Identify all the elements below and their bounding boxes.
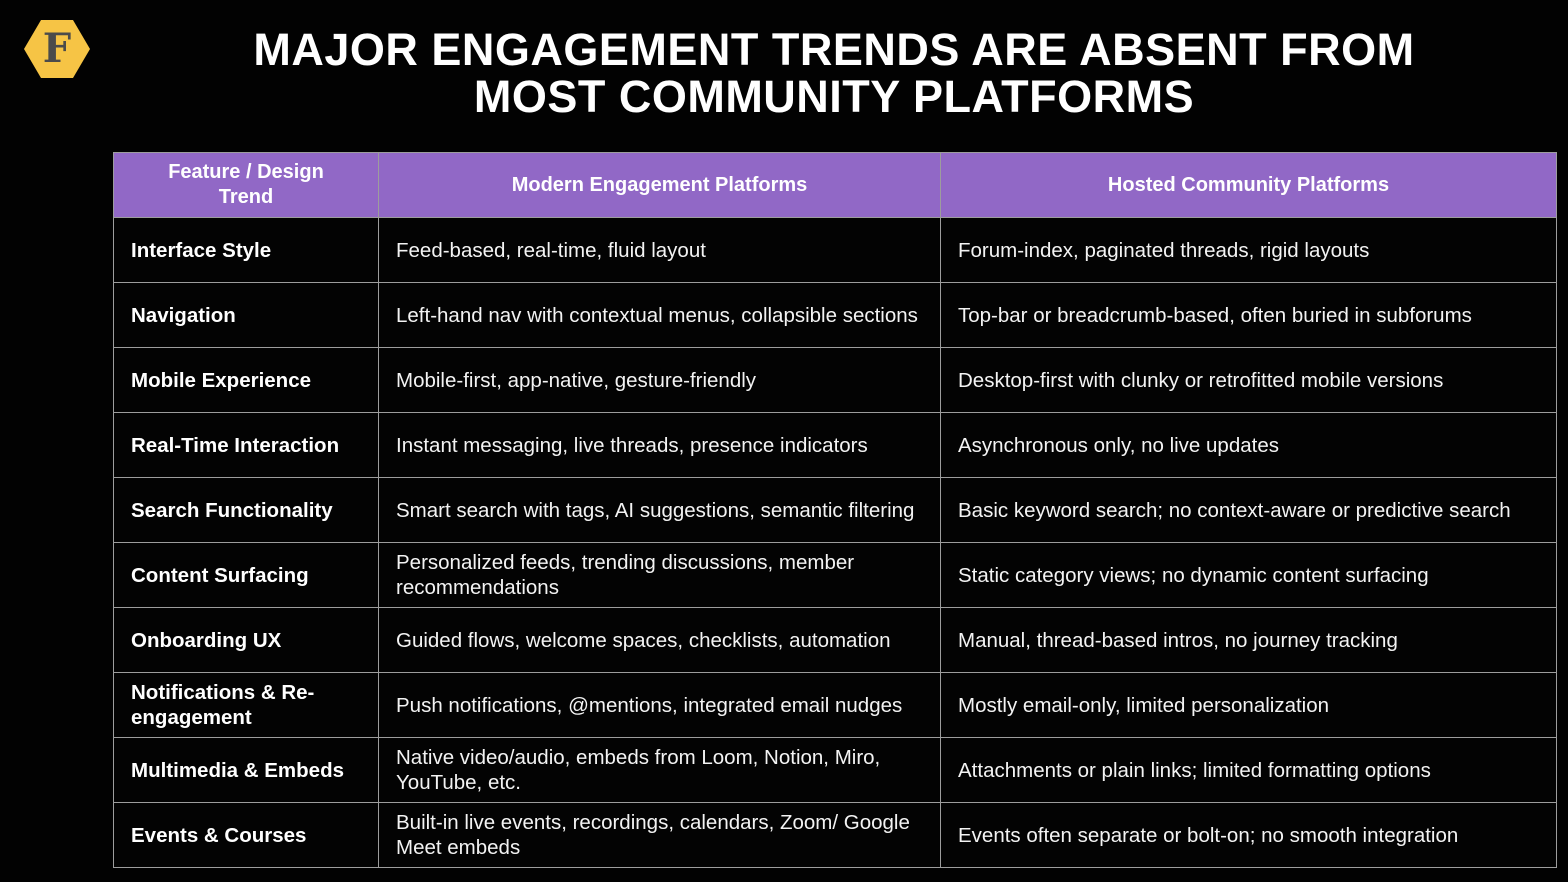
hosted-platform-cell: Attachments or plain links; limited form… <box>940 737 1557 803</box>
header-hosted-community-platforms: Hosted Community Platforms <box>940 152 1557 218</box>
table-header-row: Feature / Design Trend Modern Engagement… <box>113 152 1557 218</box>
feature-cell: Multimedia & Embeds <box>113 737 379 803</box>
modern-platform-cell: Personalized feeds, trending discussions… <box>378 542 941 608</box>
modern-platform-cell: Left-hand nav with contextual menus, col… <box>378 282 941 348</box>
hosted-platform-cell: Mostly email-only, limited personalizati… <box>940 672 1557 738</box>
modern-platform-cell: Instant messaging, live threads, presenc… <box>378 412 941 478</box>
table-row: Real-Time Interaction Instant messaging,… <box>113 412 1557 478</box>
modern-platform-cell: Guided flows, welcome spaces, checklists… <box>378 607 941 673</box>
table-row: Navigation Left-hand nav with contextual… <box>113 282 1557 348</box>
feature-cell: Onboarding UX <box>113 607 379 673</box>
feature-cell: Navigation <box>113 282 379 348</box>
modern-platform-cell: Push notifications, @mentions, integrate… <box>378 672 941 738</box>
table-row: Search Functionality Smart search with t… <box>113 477 1557 543</box>
page-title-line1: MAJOR ENGAGEMENT TRENDS ARE ABSENT FROM <box>253 24 1415 75</box>
modern-platform-cell: Native video/audio, embeds from Loom, No… <box>378 737 941 803</box>
table-row: Mobile Experience Mobile-first, app-nati… <box>113 347 1557 413</box>
hosted-platform-cell: Manual, thread-based intros, no journey … <box>940 607 1557 673</box>
modern-platform-cell: Smart search with tags, AI suggestions, … <box>378 477 941 543</box>
comparison-table: Feature / Design Trend Modern Engagement… <box>113 152 1557 868</box>
hosted-platform-cell: Static category views; no dynamic conten… <box>940 542 1557 608</box>
feature-cell: Real-Time Interaction <box>113 412 379 478</box>
table-row: Events & Courses Built-in live events, r… <box>113 802 1557 868</box>
page-title-line2: MOST COMMUNITY PLATFORMS <box>473 71 1195 123</box>
feature-cell: Mobile Experience <box>113 347 379 413</box>
table-row: Content Surfacing Personalized feeds, tr… <box>113 542 1557 608</box>
hosted-platform-cell: Asynchronous only, no live updates <box>940 412 1557 478</box>
table-row: Onboarding UX Guided flows, welcome spac… <box>113 607 1557 673</box>
feature-cell: Notifications & Re-engagement <box>113 672 379 738</box>
feature-cell: Interface Style <box>113 217 379 283</box>
modern-platform-cell: Built-in live events, recordings, calend… <box>378 802 941 868</box>
hosted-platform-cell: Top-bar or breadcrumb-based, often burie… <box>940 282 1557 348</box>
hosted-platform-cell: Basic keyword search; no context-aware o… <box>940 477 1557 543</box>
modern-platform-cell: Feed-based, real-time, fluid layout <box>378 217 941 283</box>
logo-letter: F <box>43 25 71 72</box>
table-row: Notifications & Re-engagement Push notif… <box>113 672 1557 738</box>
hosted-platform-cell: Events often separate or bolt-on; no smo… <box>940 802 1557 868</box>
feature-cell: Events & Courses <box>113 802 379 868</box>
feature-cell: Search Functionality <box>113 477 379 543</box>
table-row: Interface Style Feed-based, real-time, f… <box>113 217 1557 283</box>
table-row: Multimedia & Embeds Native video/audio, … <box>113 737 1557 803</box>
page-title: MAJOR ENGAGEMENT TRENDS ARE ABSENT FROM … <box>110 26 1558 121</box>
hosted-platform-cell: Desktop-first with clunky or retrofitted… <box>940 347 1557 413</box>
modern-platform-cell: Mobile-first, app-native, gesture-friend… <box>378 347 941 413</box>
feature-cell: Content Surfacing <box>113 542 379 608</box>
header-modern-engagement-platforms: Modern Engagement Platforms <box>378 152 941 218</box>
hosted-platform-cell: Forum-index, paginated threads, rigid la… <box>940 217 1557 283</box>
brand-hexagon-logo: F <box>24 20 90 78</box>
hexagon-icon <box>24 20 90 78</box>
header-feature-design-trend: Feature / Design Trend <box>113 152 379 218</box>
